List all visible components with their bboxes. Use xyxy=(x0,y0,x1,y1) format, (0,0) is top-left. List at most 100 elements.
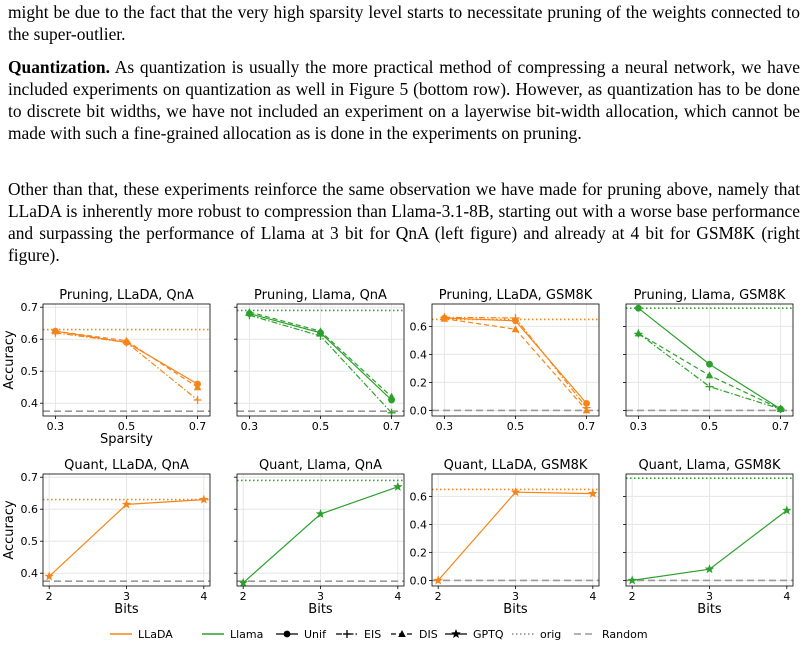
x-tick-label: 0.7 xyxy=(578,420,596,433)
legend-label: EIS xyxy=(364,628,381,641)
x-tick-label: 3 xyxy=(123,590,130,603)
x-tick-label: 2 xyxy=(435,590,442,603)
legend-label: Llama xyxy=(230,628,263,641)
x-tick-label: 2 xyxy=(240,590,247,603)
x-tick-label: 4 xyxy=(589,590,596,603)
x-tick-label: 0.5 xyxy=(507,420,525,433)
x-axis-label: Sparsity xyxy=(100,432,153,447)
data-point xyxy=(315,509,326,519)
quantization-body: As quantization is usually the more prac… xyxy=(8,57,800,143)
paragraph-quantization: Quantization. As quantization is usually… xyxy=(8,56,800,144)
data-point xyxy=(121,499,132,509)
data-point xyxy=(627,575,637,585)
y-tick-label: 0.4 xyxy=(21,567,39,580)
legend-marker xyxy=(398,630,406,637)
y-tick-label: 0.6 xyxy=(410,320,428,333)
x-tick-label: 0.7 xyxy=(383,420,401,433)
data-point xyxy=(635,304,642,312)
paragraph-pruning-tail: might be due to the fact that the very h… xyxy=(8,2,800,44)
paragraph-summary: Other than that, these experiments reinf… xyxy=(8,179,800,265)
legend-item: orig xyxy=(512,628,561,641)
data-point xyxy=(440,314,449,322)
legend-label: Unif xyxy=(304,628,327,641)
y-tick-label: 0.5 xyxy=(21,365,39,378)
chart-title: Pruning, LLaDA, QnA xyxy=(59,288,194,303)
x-tick-label: 3 xyxy=(512,590,519,603)
x-tick-label: 2 xyxy=(46,590,53,603)
chart-title: Quant, LLaDA, GSM8K xyxy=(444,458,588,473)
chart-panel: 2 3 4 0.0 0.2 0.4 0.6 Quant, LLaDA, GSM8K Bits xyxy=(410,458,600,617)
legend-marker xyxy=(283,630,291,638)
legend-marker xyxy=(343,630,351,638)
data-point xyxy=(387,392,396,400)
y-tick-label: 0.6 xyxy=(21,503,39,516)
chart-panel: 2 3 4 Quant, Llama, QnA Bits xyxy=(234,458,405,617)
data-point xyxy=(705,382,714,391)
y-tick-label: 0.7 xyxy=(21,471,39,484)
chart-title: Quant, Llama, QnA xyxy=(259,458,382,473)
y-tick-label: 0.5 xyxy=(21,535,39,548)
legend-marker xyxy=(451,629,461,639)
data-point xyxy=(44,571,54,581)
data-point xyxy=(193,396,202,404)
legend-label: Random xyxy=(602,628,648,641)
legend-label: LLaDA xyxy=(138,628,173,641)
data-point xyxy=(782,505,792,515)
legend: LLaDA Llama Unif EIS DIS GPTQ orig Random xyxy=(110,628,648,641)
data-point xyxy=(245,308,254,315)
x-axis-label: Bits xyxy=(697,602,722,617)
x-tick-label: 0.3 xyxy=(47,420,65,433)
legend-item: EIS xyxy=(336,628,381,641)
y-tick-label: 0.6 xyxy=(410,490,428,503)
x-axis-label: Bits xyxy=(114,602,139,617)
data-point xyxy=(776,405,785,412)
data-point xyxy=(387,408,396,417)
y-tick-label: 0.4 xyxy=(21,397,39,410)
series-line xyxy=(55,330,198,388)
x-tick-label: 0.5 xyxy=(312,420,330,433)
data-point xyxy=(705,371,714,379)
data-point xyxy=(706,360,713,368)
data-point xyxy=(510,487,521,497)
data-point xyxy=(51,327,60,335)
x-tick-label: 4 xyxy=(783,590,790,603)
chart-title: Quant, Llama, GSM8K xyxy=(638,458,781,473)
data-point xyxy=(393,481,403,491)
legend-item: LLaDA xyxy=(110,628,173,641)
data-point xyxy=(634,329,643,337)
y-tick-label: 0.4 xyxy=(410,348,428,361)
legend-label: DIS xyxy=(419,628,438,641)
x-tick-label: 0.5 xyxy=(701,420,719,433)
x-tick-label: 4 xyxy=(394,590,401,603)
y-tick-label: 0.6 xyxy=(21,333,39,346)
y-tick-label: 0.2 xyxy=(410,376,428,389)
chart-title: Pruning, LLaDA, GSM8K xyxy=(439,288,593,303)
x-tick-label: 0.7 xyxy=(772,420,790,433)
data-point xyxy=(238,577,248,587)
legend-item: Random xyxy=(574,628,648,641)
chart-title: Quant, LLaDA, QnA xyxy=(64,458,189,473)
y-tick-label: 0.4 xyxy=(410,518,428,531)
y-axis-label: Accuracy xyxy=(2,330,17,390)
y-tick-label: 0.0 xyxy=(410,404,428,417)
x-axis-label: Bits xyxy=(503,602,528,617)
data-point xyxy=(316,327,325,335)
chart-panel: 0.3 0.5 0.7 0.0 0.2 0.4 0.6 Pruning, LLaDA, GSM… xyxy=(410,288,600,433)
chart-title: Pruning, Llama, QnA xyxy=(254,288,387,303)
data-point xyxy=(199,494,209,504)
y-tick-label: 0.7 xyxy=(21,301,39,314)
x-tick-label: 0.7 xyxy=(189,420,207,433)
y-tick-label: 0.2 xyxy=(410,546,428,559)
chart-panel: 0.3 0.5 0.7 Pruning, Llama, GSM8K xyxy=(623,288,794,433)
x-tick-label: 3 xyxy=(706,590,713,603)
x-tick-label: 0.3 xyxy=(241,420,259,433)
quantization-heading: Quantization. xyxy=(8,57,110,77)
data-point xyxy=(704,564,715,574)
data-point xyxy=(583,400,590,407)
data-point xyxy=(193,383,202,391)
x-tick-label: 4 xyxy=(200,590,207,603)
legend-label: orig xyxy=(540,628,561,641)
x-tick-label: 3 xyxy=(317,590,324,603)
data-point xyxy=(511,325,520,333)
chart-panel: 0.3 0.5 0.7 0.4 0.5 0.6 0.7 Pruning, LLaDA, QnA… xyxy=(2,288,211,447)
